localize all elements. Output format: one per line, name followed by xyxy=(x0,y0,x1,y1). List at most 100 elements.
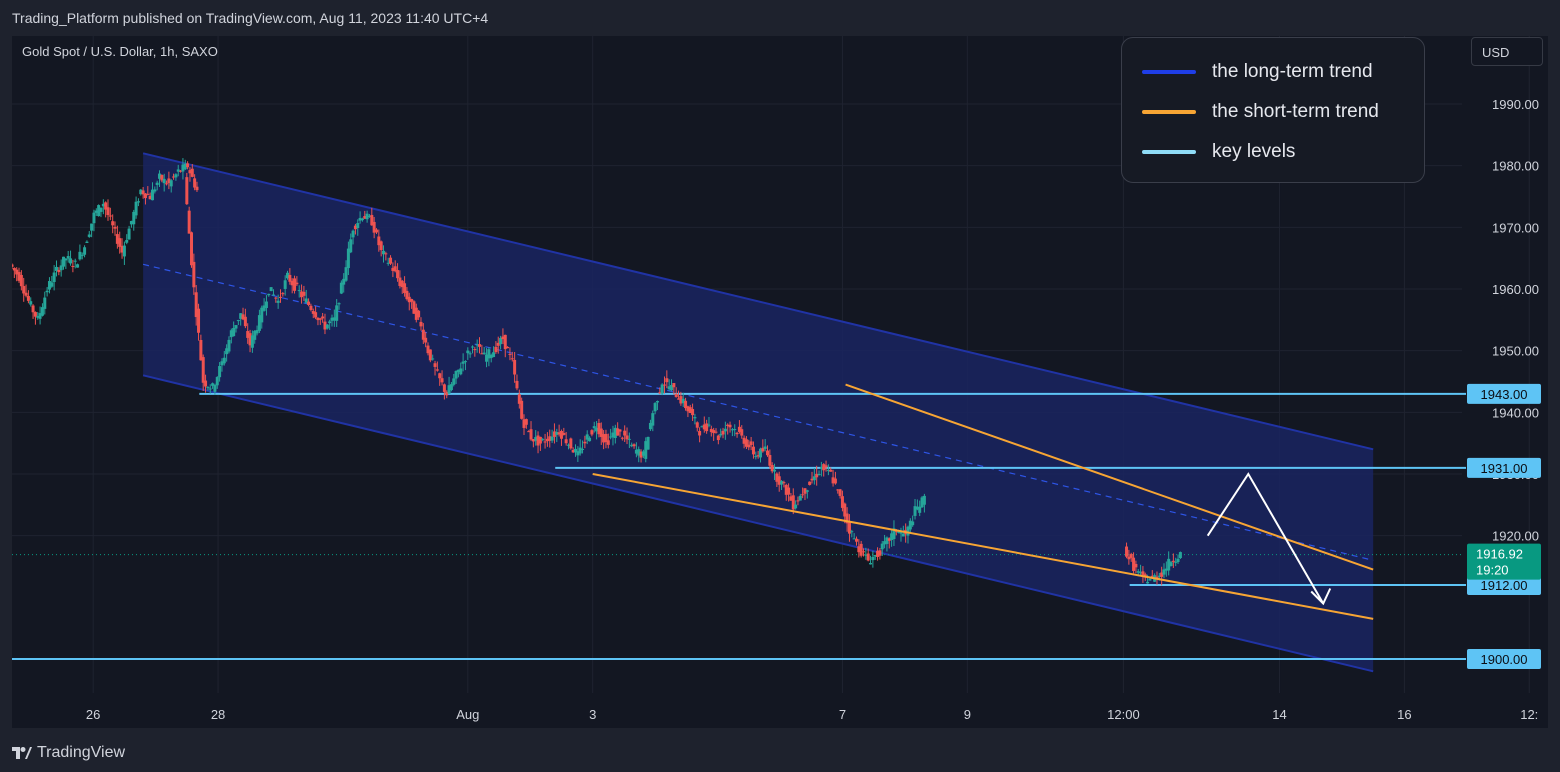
candle-body xyxy=(873,555,877,557)
candle-body xyxy=(12,264,14,267)
candle-body xyxy=(887,538,891,541)
candle-body xyxy=(463,361,467,363)
candle-body xyxy=(576,451,580,456)
current-price-countdown: 19:20 xyxy=(1476,563,1509,578)
candle-body xyxy=(150,189,154,201)
candle-body xyxy=(646,436,650,450)
candle-body xyxy=(492,352,496,358)
candle-body xyxy=(449,384,453,391)
candle-body xyxy=(179,170,183,172)
candle-body xyxy=(742,437,746,444)
candle-body xyxy=(414,307,418,320)
candle-body xyxy=(227,339,231,352)
candle-body xyxy=(515,380,519,389)
candle-body xyxy=(758,448,762,458)
candle-body xyxy=(920,497,924,508)
candle-body xyxy=(94,210,98,213)
candle-body xyxy=(264,301,268,309)
candle-body xyxy=(132,211,136,225)
key-level-badge xyxy=(1467,457,1541,478)
candle-body xyxy=(534,437,538,441)
candle-body xyxy=(393,266,397,272)
candle-body xyxy=(506,346,510,349)
candle-body xyxy=(716,435,720,441)
candle-body xyxy=(269,287,273,292)
candle-body xyxy=(501,336,505,340)
top-bar: Trading_Platform published on TradingVie… xyxy=(0,0,1560,36)
candle-body xyxy=(751,446,755,455)
legend-swatch-short-term xyxy=(1142,110,1196,114)
candle-body xyxy=(241,314,245,320)
candle-body xyxy=(344,267,348,281)
tradingview-logo[interactable]: TradingView xyxy=(12,744,125,762)
candle-body xyxy=(611,432,615,438)
candle-body xyxy=(510,358,514,360)
candle-body xyxy=(153,189,157,192)
candle-body xyxy=(87,234,91,237)
candle-body xyxy=(400,280,404,288)
candle-body xyxy=(639,451,643,458)
candle-body xyxy=(517,394,521,404)
candle-body xyxy=(307,301,311,306)
candle-body xyxy=(693,417,697,419)
candle-body xyxy=(304,298,308,303)
candle-body xyxy=(456,369,460,373)
candle-body xyxy=(155,182,159,185)
candle-body xyxy=(342,278,346,285)
x-tick-label: 14 xyxy=(1272,707,1286,722)
y-tick-label: 1920.00 xyxy=(1492,529,1539,544)
candle-body xyxy=(784,484,788,495)
candle-body xyxy=(655,401,659,403)
candle-body xyxy=(677,398,681,400)
candle-body xyxy=(529,429,533,440)
candle-body xyxy=(522,419,526,428)
candle-body xyxy=(609,436,613,438)
x-tick-label: 16 xyxy=(1397,707,1411,722)
candle-body xyxy=(148,195,152,200)
price-chart[interactable]: 2628Aug37912:00141612:1920.001930.001940… xyxy=(12,36,1548,728)
candle-body xyxy=(122,245,126,257)
candle-body xyxy=(552,431,556,437)
candle-body xyxy=(801,494,805,496)
candle-body xyxy=(761,447,765,452)
candle-body xyxy=(845,513,849,524)
candle-body xyxy=(1150,575,1154,577)
key-level-label: 1931.00 xyxy=(1481,461,1528,476)
symbol-info: Gold Spot / U.S. Dollar, 1h, SAXO xyxy=(22,44,218,59)
candle-body xyxy=(719,433,723,436)
candle-body xyxy=(796,500,800,502)
candle-body xyxy=(143,193,147,199)
candle-body xyxy=(808,481,812,485)
candle-body xyxy=(695,422,699,428)
candle-body xyxy=(165,183,169,185)
candle-body xyxy=(588,437,592,442)
candle-body xyxy=(386,262,390,264)
candle-body xyxy=(810,478,814,481)
candle-body xyxy=(262,305,266,311)
candle-body xyxy=(185,177,189,205)
candle-body xyxy=(194,292,198,318)
candle-body xyxy=(174,174,178,178)
candle-body xyxy=(118,238,122,247)
candle-body xyxy=(71,265,75,267)
candle-body xyxy=(358,217,362,221)
candle-body xyxy=(193,178,197,188)
candle-body xyxy=(667,386,671,390)
bottom-bar xyxy=(0,728,1560,772)
candle-body xyxy=(590,430,594,435)
candle-body xyxy=(323,321,327,330)
candle-body xyxy=(295,282,299,285)
currency-button[interactable]: USD xyxy=(1471,37,1543,66)
candle-body xyxy=(1178,552,1182,559)
candle-body xyxy=(125,239,129,243)
candle-body xyxy=(698,431,702,436)
candle-body xyxy=(382,250,386,255)
candle-body xyxy=(139,189,143,195)
candle-body xyxy=(766,450,770,456)
candle-body xyxy=(789,496,793,501)
x-tick-label: 3 xyxy=(589,707,596,722)
candle-body xyxy=(665,378,669,383)
candle-body xyxy=(899,531,903,534)
legend-box: the long-term trend the short-term trend… xyxy=(1121,37,1425,183)
candle-body xyxy=(876,550,880,557)
